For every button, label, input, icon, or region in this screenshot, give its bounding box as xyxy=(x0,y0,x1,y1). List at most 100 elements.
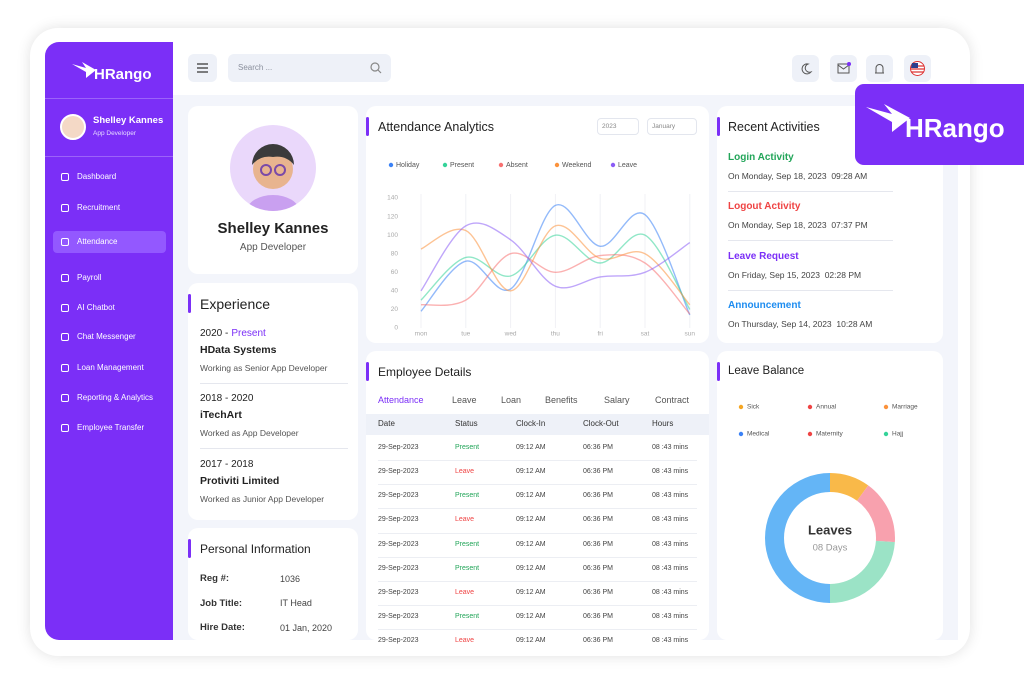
profile-avatar xyxy=(230,125,316,211)
legend-marker xyxy=(738,404,744,410)
tab[interactable]: Attendance xyxy=(378,394,424,405)
field-label: Reg #: xyxy=(200,573,230,585)
donut-segment xyxy=(830,473,869,501)
language-button[interactable] xyxy=(904,55,931,82)
menu-button[interactable] xyxy=(188,54,217,82)
job-role: Worked as Junior App Developer xyxy=(200,493,325,504)
sidebar xyxy=(45,42,173,640)
table-cell: 06:36 PM xyxy=(583,613,613,621)
personal-info-card xyxy=(188,528,358,640)
period: 2018 - 2020 xyxy=(200,393,254,404)
legend-label: Sick xyxy=(747,404,760,411)
dropdown[interactable] xyxy=(647,118,697,135)
menu-item[interactable]: Payroll xyxy=(77,273,102,283)
column-header: Clock-Out xyxy=(583,419,619,429)
tab[interactable]: Contract xyxy=(655,394,690,405)
dropdown[interactable] xyxy=(597,118,639,135)
legend-marker xyxy=(554,162,560,168)
menu-item[interactable]: Employee Transfer xyxy=(77,423,145,433)
table-cell: 06:36 PM xyxy=(583,443,613,451)
company: Protiviti Limited xyxy=(200,474,280,487)
badge xyxy=(855,84,1024,165)
donut-segment xyxy=(857,485,896,543)
legend-label: Leave xyxy=(618,162,637,169)
card-title: Experience xyxy=(200,295,271,312)
table-cell: 08 :43 mins xyxy=(652,613,689,621)
table-cell: 29-Sep-2023 xyxy=(378,516,419,524)
table-cell: 29-Sep-2023 xyxy=(378,540,419,548)
field-value: IT Head xyxy=(280,598,312,609)
table-cell: 29-Sep-2023 xyxy=(378,589,419,596)
table-header xyxy=(366,414,709,435)
sidebar-divider xyxy=(45,156,173,157)
search-box[interactable] xyxy=(228,54,391,82)
table-cell: 29-Sep-2023 xyxy=(378,637,419,645)
series-line xyxy=(420,252,691,315)
menu-icon xyxy=(61,274,69,282)
legend-label: Present xyxy=(450,162,474,169)
title-accent xyxy=(188,539,191,558)
legend-marker xyxy=(442,162,448,168)
active-menu-bg xyxy=(53,231,166,253)
field-label: Job Title: xyxy=(200,597,243,609)
tab[interactable]: Loan xyxy=(501,394,522,405)
donut-center-sublabel: 08 Days xyxy=(813,543,848,554)
table-cell: 09:12 AM xyxy=(516,564,546,572)
menu-item[interactable]: Recruitment xyxy=(77,203,121,213)
tab[interactable]: Benefits xyxy=(545,394,578,405)
activity-time: On Thursday, Sep 14, 2023 10:28 AM xyxy=(728,318,873,329)
table-cell: 08 :43 mins xyxy=(652,468,689,475)
dropdown-value: 2023 xyxy=(602,123,617,131)
notification-button[interactable] xyxy=(866,55,893,82)
y-tick-label: 20 xyxy=(391,306,399,313)
job-role: Working as Senior App Developer xyxy=(200,362,328,373)
column-header: Clock-In xyxy=(516,419,546,429)
legend-label: Weekend xyxy=(562,162,592,169)
profile-role: App Developer xyxy=(239,242,307,253)
series-line xyxy=(420,204,691,316)
divider xyxy=(728,191,893,192)
job-role: Worked as App Developer xyxy=(200,427,299,438)
user-name: Shelley Kannes xyxy=(93,115,164,127)
legend-label: Annual xyxy=(816,404,837,411)
table-cell: 08 :43 mins xyxy=(652,637,689,645)
menu-item[interactable]: AI Chatbot xyxy=(77,303,115,313)
divider xyxy=(728,289,893,291)
y-tick-label: 60 xyxy=(391,269,399,276)
menu-icon xyxy=(61,333,69,341)
x-tick-label: thu xyxy=(551,331,560,338)
row-divider xyxy=(378,532,697,534)
menu-item[interactable]: Dashboard xyxy=(77,172,117,182)
table-cell: 06:36 PM xyxy=(583,637,613,645)
menu-item[interactable]: Chat Messenger xyxy=(77,332,136,342)
donut-center-label: Leaves xyxy=(808,522,852,537)
legend-marker xyxy=(883,404,889,410)
activity-time: On Monday, Sep 18, 2023 09:28 AM xyxy=(728,170,868,181)
table-cell: Leave xyxy=(455,637,475,645)
legend-marker xyxy=(807,431,813,437)
search-placeholder[interactable]: Search ... xyxy=(238,63,273,73)
legend-marker xyxy=(610,162,616,168)
user-role: App Developer xyxy=(93,130,136,138)
activity-time: On Friday, Sep 15, 2023 02:28 PM xyxy=(728,269,862,280)
card-title: Employee Details xyxy=(378,364,472,379)
table-cell: 09:12 AM xyxy=(516,516,546,524)
title-accent xyxy=(366,117,369,136)
menu-icon xyxy=(61,204,69,212)
tab[interactable]: Salary xyxy=(604,394,630,405)
menu-item[interactable]: Attendance xyxy=(77,237,118,247)
title-accent xyxy=(717,362,720,381)
table-cell: 06:36 PM xyxy=(583,589,613,596)
menu-item[interactable]: Loan Management xyxy=(77,363,144,373)
theme-button[interactable] xyxy=(792,55,819,82)
dropdown-value: January xyxy=(652,123,676,131)
field-label: Hire Date: xyxy=(200,622,245,634)
period-current: Present xyxy=(231,328,266,339)
menu-icon xyxy=(61,424,69,432)
tab[interactable]: Leave xyxy=(452,394,477,405)
menu-item[interactable]: Reporting & Analytics xyxy=(77,393,154,403)
mail-button[interactable] xyxy=(830,55,857,82)
